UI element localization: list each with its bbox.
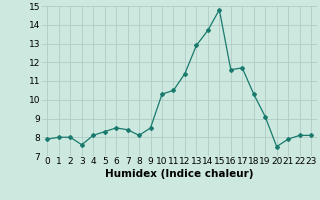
X-axis label: Humidex (Indice chaleur): Humidex (Indice chaleur) [105,169,253,179]
